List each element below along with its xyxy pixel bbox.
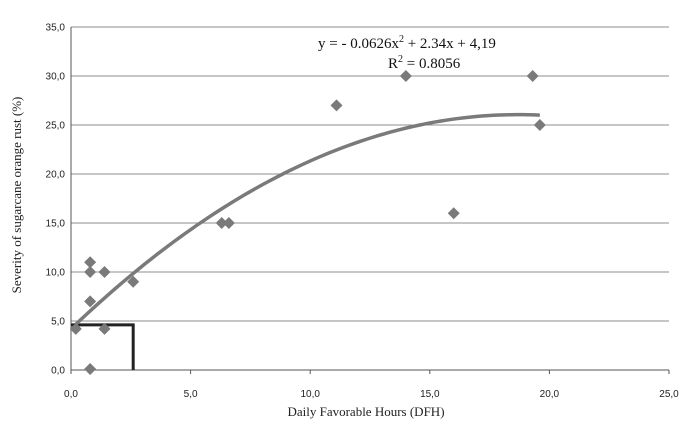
data-point [533, 119, 546, 131]
data-point [127, 275, 140, 288]
data-point [215, 217, 228, 229]
r-squared-label: R2 = 0.8056 [388, 54, 461, 72]
y-tick-label: 0,0 [51, 366, 65, 377]
x-tick-label: 20,0 [540, 389, 560, 400]
x-tick-label: 25,0 [659, 389, 679, 400]
data-point [222, 217, 235, 229]
y-tick-label: 10,0 [46, 268, 66, 279]
x-axis-title: Daily Favorable Hours (DFH) [287, 404, 444, 419]
data-point [447, 207, 460, 220]
x-tick-label: 10,0 [300, 389, 320, 400]
y-tick-label: 30,0 [46, 72, 66, 83]
data-point [98, 266, 111, 278]
y-tick-label: 15,0 [46, 219, 66, 230]
x-tick-label: 0,0 [64, 389, 78, 400]
threshold-line [71, 323, 135, 370]
y-tick-label: 20,0 [46, 170, 66, 181]
y-tick-label: 35,0 [46, 23, 66, 34]
data-point [98, 322, 111, 335]
threshold-lines [71, 323, 135, 370]
data-point [84, 266, 97, 278]
x-tick-label: 5,0 [184, 389, 198, 400]
axes [70, 27, 670, 374]
trend-equation: y = - 0.0626x2 + 2.34x + 4,19 [318, 34, 496, 52]
data-point [84, 363, 97, 376]
data-point [330, 99, 343, 112]
data-points [69, 70, 546, 376]
y-tick-label: 25,0 [46, 121, 66, 132]
gridlines [71, 26, 669, 322]
data-point [84, 295, 97, 308]
trendline-group [74, 112, 540, 326]
x-tick-label: 15,0 [420, 389, 440, 400]
data-point [69, 322, 82, 335]
data-point [84, 256, 97, 269]
data-point [399, 70, 412, 82]
data-point [526, 70, 539, 82]
y-tick-label: 5,0 [51, 317, 65, 328]
tick-labels: 0,0 5,0 10,0 15,0 20,0 25,0 30,0 35,0 0,0 5,0 10,0… [46, 23, 680, 401]
y-axis-title: Severity of sugarcane orange rust (%) [9, 97, 24, 294]
trendline [74, 112, 540, 326]
